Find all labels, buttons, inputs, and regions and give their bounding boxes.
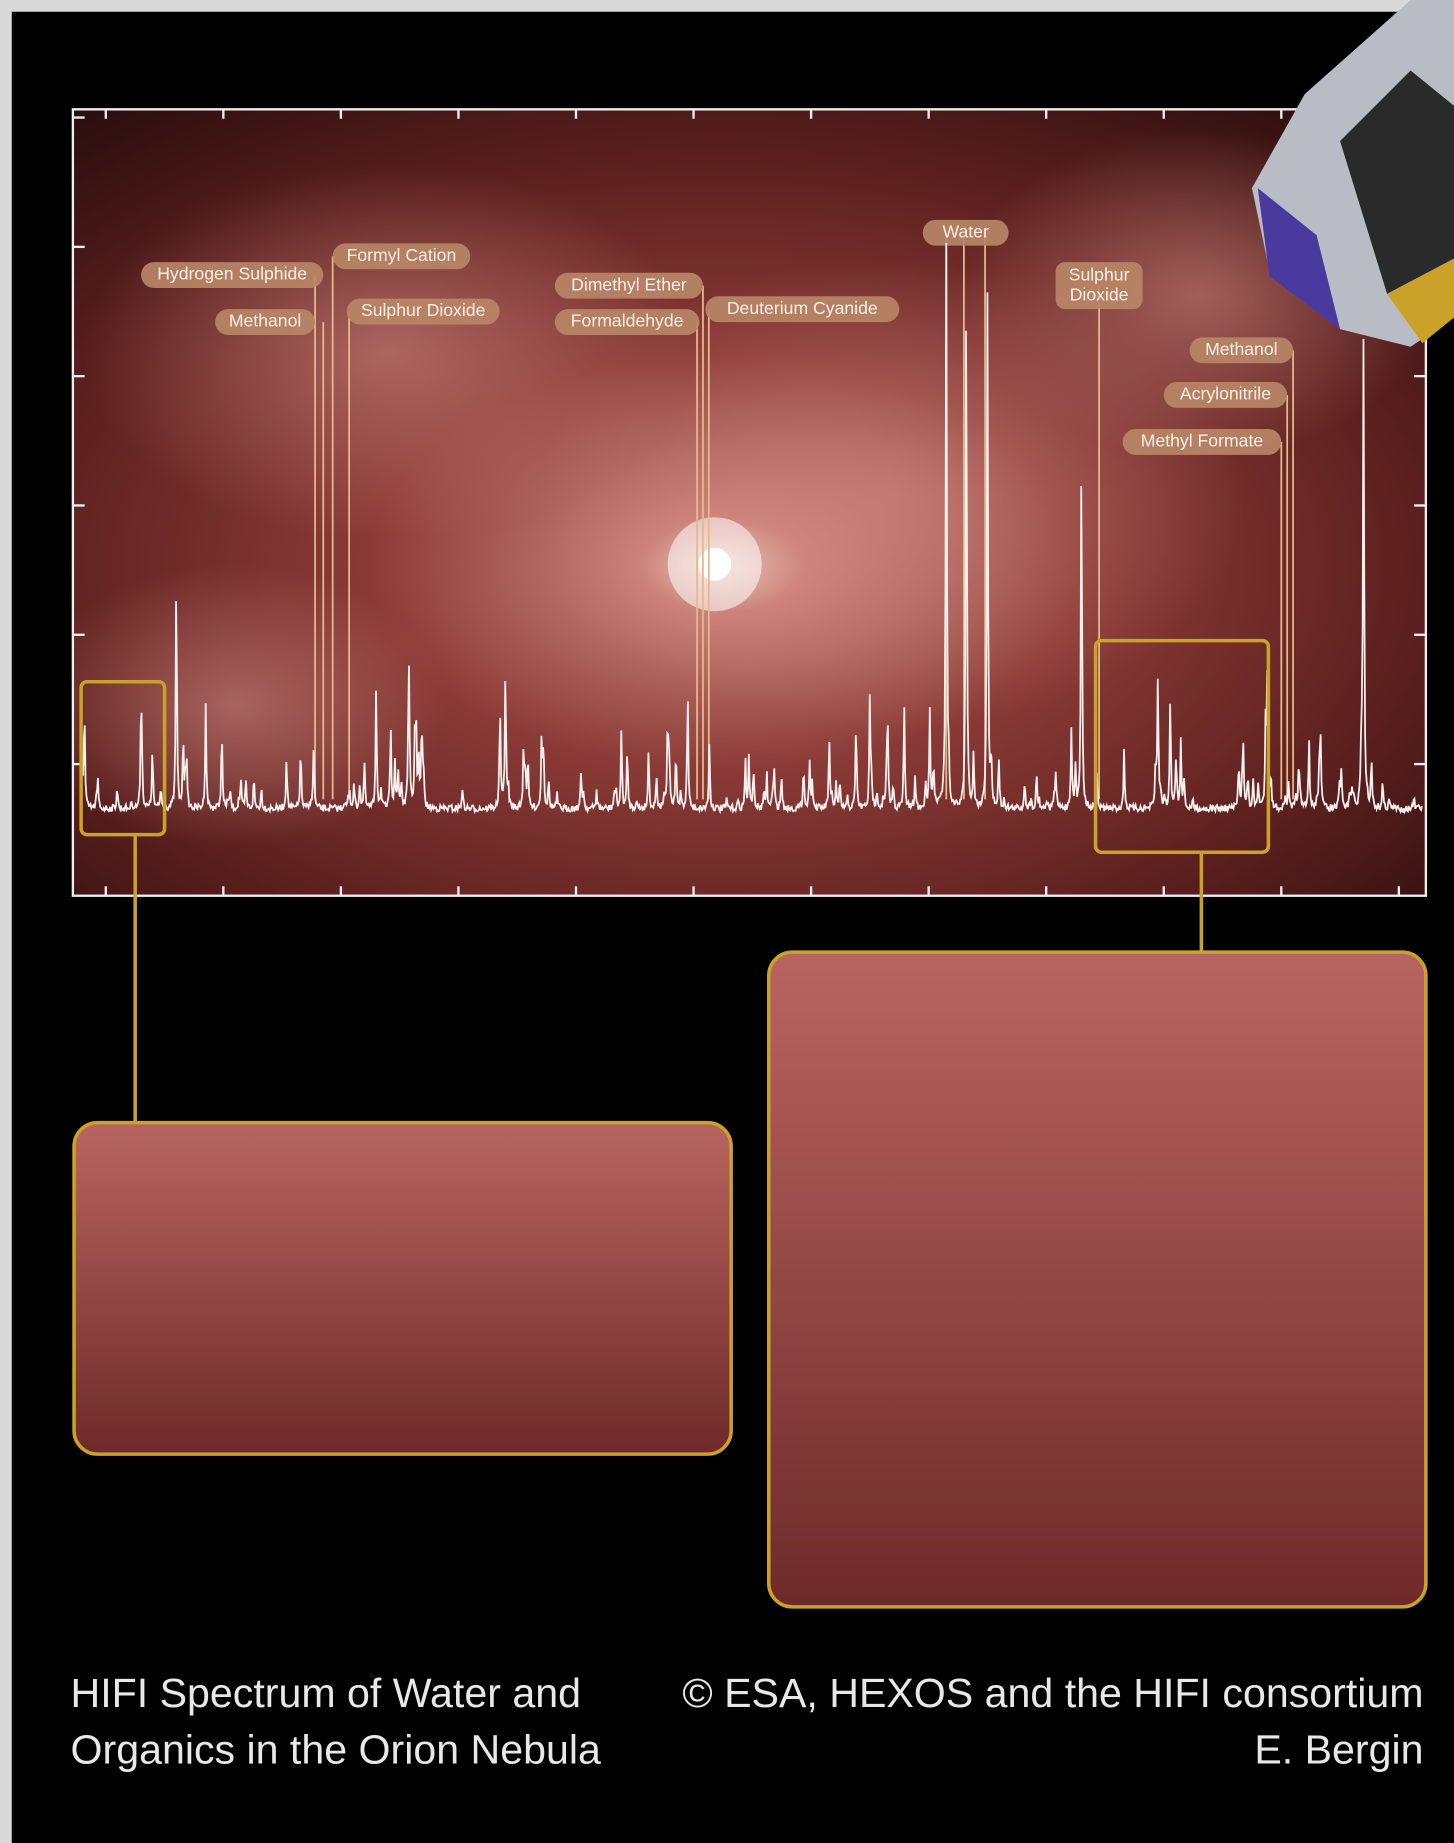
label-box [346,298,500,325]
molecule-label: Methyl Formate [1141,431,1264,451]
label-box [554,309,700,336]
label-box [215,309,316,336]
label-box [141,262,324,288]
nebula-image [72,109,1426,896]
inset-panel [72,1120,733,1456]
label-box [1122,429,1282,455]
zoom-box [1093,638,1271,855]
molecule-label: Sulphur Dioxide [361,300,486,320]
caption-credit: © ESA, HEXOS and the HIFI consortium [682,1670,1423,1716]
molecule-label: Acrylonitrile [1180,384,1271,404]
molecule-label: Water [942,221,988,241]
molecule-label: Methanol [1205,339,1278,359]
labels: Hydrogen Sulphide Formyl Cation Methanol Su… [141,219,1294,455]
molecule-label: Sulphur [1069,264,1130,284]
molecule-label: Formaldehyde [571,311,684,331]
molecule-label: Deuterium Cyanide [727,298,878,318]
satellite-illustration [1251,0,1454,347]
label-leaders [314,232,1294,800]
inset-panel [767,950,1428,1609]
molecule-label: Hydrogen Sulphide [157,264,307,284]
spectrum-line [81,242,1423,815]
plot-frame [71,108,1428,897]
label-box [922,219,1009,246]
label-box [705,296,900,323]
label-box [554,272,703,299]
molecule-label: Methanol [229,311,302,331]
label-box [332,243,471,270]
molecule-label: Dimethyl Ether [571,274,687,294]
label-box [1163,382,1288,408]
ticks [72,109,1426,896]
molecule-label: Dioxide [1070,284,1129,304]
molecule-label: Formyl Cation [347,245,457,265]
label-box [1189,337,1294,364]
label-box [1055,262,1143,310]
caption-title: HIFI Spectrum of Water and [71,1670,581,1716]
caption-credit: E. Bergin [1254,1726,1423,1772]
zoom-box [79,680,167,837]
caption-title: Organics in the Orion Nebula [71,1726,601,1772]
